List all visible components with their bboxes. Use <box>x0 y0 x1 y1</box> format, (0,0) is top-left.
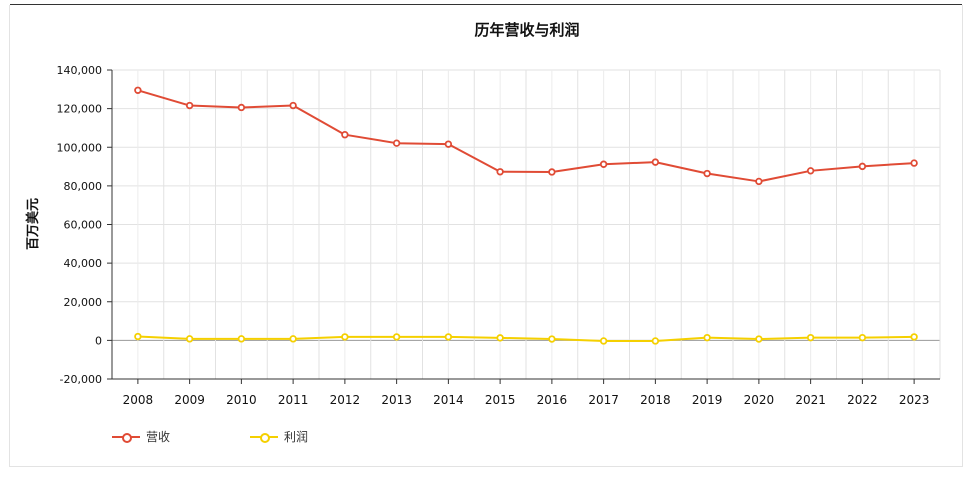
grid <box>111 69 941 380</box>
axes: -20,000 0 20,000 40,000 60,000 80,000 100,000 1… <box>57 64 940 407</box>
data-point-revenue <box>237 103 246 112</box>
y-tick-label: 20,000 <box>64 296 103 309</box>
x-tick-label: 2017 <box>588 393 619 407</box>
y-tick-label: 60,000 <box>64 219 103 232</box>
legend-item-revenue[interactable]: 营收 <box>112 428 250 445</box>
series-line-profit <box>137 335 915 342</box>
series-line-revenue <box>137 89 915 183</box>
legend-marker-revenue <box>122 432 132 443</box>
y-tick-label: 40,000 <box>64 257 103 270</box>
data-point-profit <box>599 337 608 345</box>
data-point-revenue <box>185 101 194 110</box>
data-point-revenue <box>651 158 660 166</box>
data-point-profit <box>910 333 918 341</box>
data-point-revenue <box>341 130 349 139</box>
x-tick-label: 2009 <box>174 393 205 407</box>
data-point-revenue <box>599 160 608 168</box>
legend-line-profit <box>250 432 278 443</box>
x-tick-label: 2010 <box>226 393 257 407</box>
data-point-profit <box>496 334 504 342</box>
data-point-profit <box>651 337 660 345</box>
legend-label-revenue: 营收 <box>146 430 171 444</box>
x-tick-label: 2020 <box>744 393 775 407</box>
data-point-profit <box>134 332 142 341</box>
legend-item-profit[interactable]: 利润 <box>250 428 388 445</box>
data-point-profit <box>858 333 867 342</box>
data-point-revenue <box>755 177 763 186</box>
x-tick-label: 2012 <box>330 393 361 407</box>
y-tick-label: 120,000 <box>57 103 103 116</box>
chart-title: 历年营收与利润 <box>474 21 579 39</box>
x-tick-label: 2016 <box>537 393 568 407</box>
y-tick-label: -20,000 <box>60 373 102 386</box>
chart-frame <box>9 5 963 467</box>
x-tick-label: 2019 <box>692 393 723 407</box>
y-axis-label: 百万美元 <box>25 198 41 250</box>
x-tick-label: 2018 <box>640 393 671 407</box>
series-layer <box>134 86 918 345</box>
x-tick-label: 2022 <box>847 393 878 407</box>
data-point-profit <box>703 333 711 342</box>
x-tick-label: 2011 <box>278 393 309 407</box>
y-tick-label: 0 <box>95 334 102 347</box>
data-point-profit <box>548 335 556 343</box>
data-point-profit <box>755 335 763 343</box>
x-tick-label: 2008 <box>123 393 154 407</box>
data-point-revenue <box>444 140 453 148</box>
data-point-profit <box>289 335 297 343</box>
top-rule <box>10 4 962 5</box>
data-point-revenue <box>703 169 711 178</box>
data-point-revenue <box>289 101 297 110</box>
x-tick-label: 2015 <box>485 393 516 407</box>
x-tick-label: 2021 <box>795 393 826 407</box>
x-tick-label: 2023 <box>899 393 930 407</box>
data-point-revenue <box>806 167 815 175</box>
legend: 营收 利润 <box>112 428 388 445</box>
data-point-revenue <box>910 159 918 167</box>
y-tick-label: 140,000 <box>57 64 103 77</box>
y-tick-label: 100,000 <box>57 141 103 154</box>
data-point-profit <box>185 335 194 343</box>
data-point-profit <box>444 333 453 341</box>
data-point-profit <box>392 333 401 341</box>
data-point-revenue <box>134 86 142 94</box>
y-tick-label: 80,000 <box>64 180 103 193</box>
x-tick-label: 2013 <box>381 393 412 407</box>
legend-label-profit: 利润 <box>284 430 309 444</box>
legend-marker-profit <box>260 432 270 443</box>
data-point-profit <box>237 335 246 343</box>
data-point-revenue <box>858 162 867 171</box>
data-point-revenue <box>496 168 504 176</box>
data-point-revenue <box>548 168 556 176</box>
data-point-profit <box>806 333 815 342</box>
legend-line-revenue <box>112 432 140 443</box>
x-tick-label: 2014 <box>433 393 464 407</box>
data-point-profit <box>341 333 349 341</box>
data-point-revenue <box>392 139 401 147</box>
